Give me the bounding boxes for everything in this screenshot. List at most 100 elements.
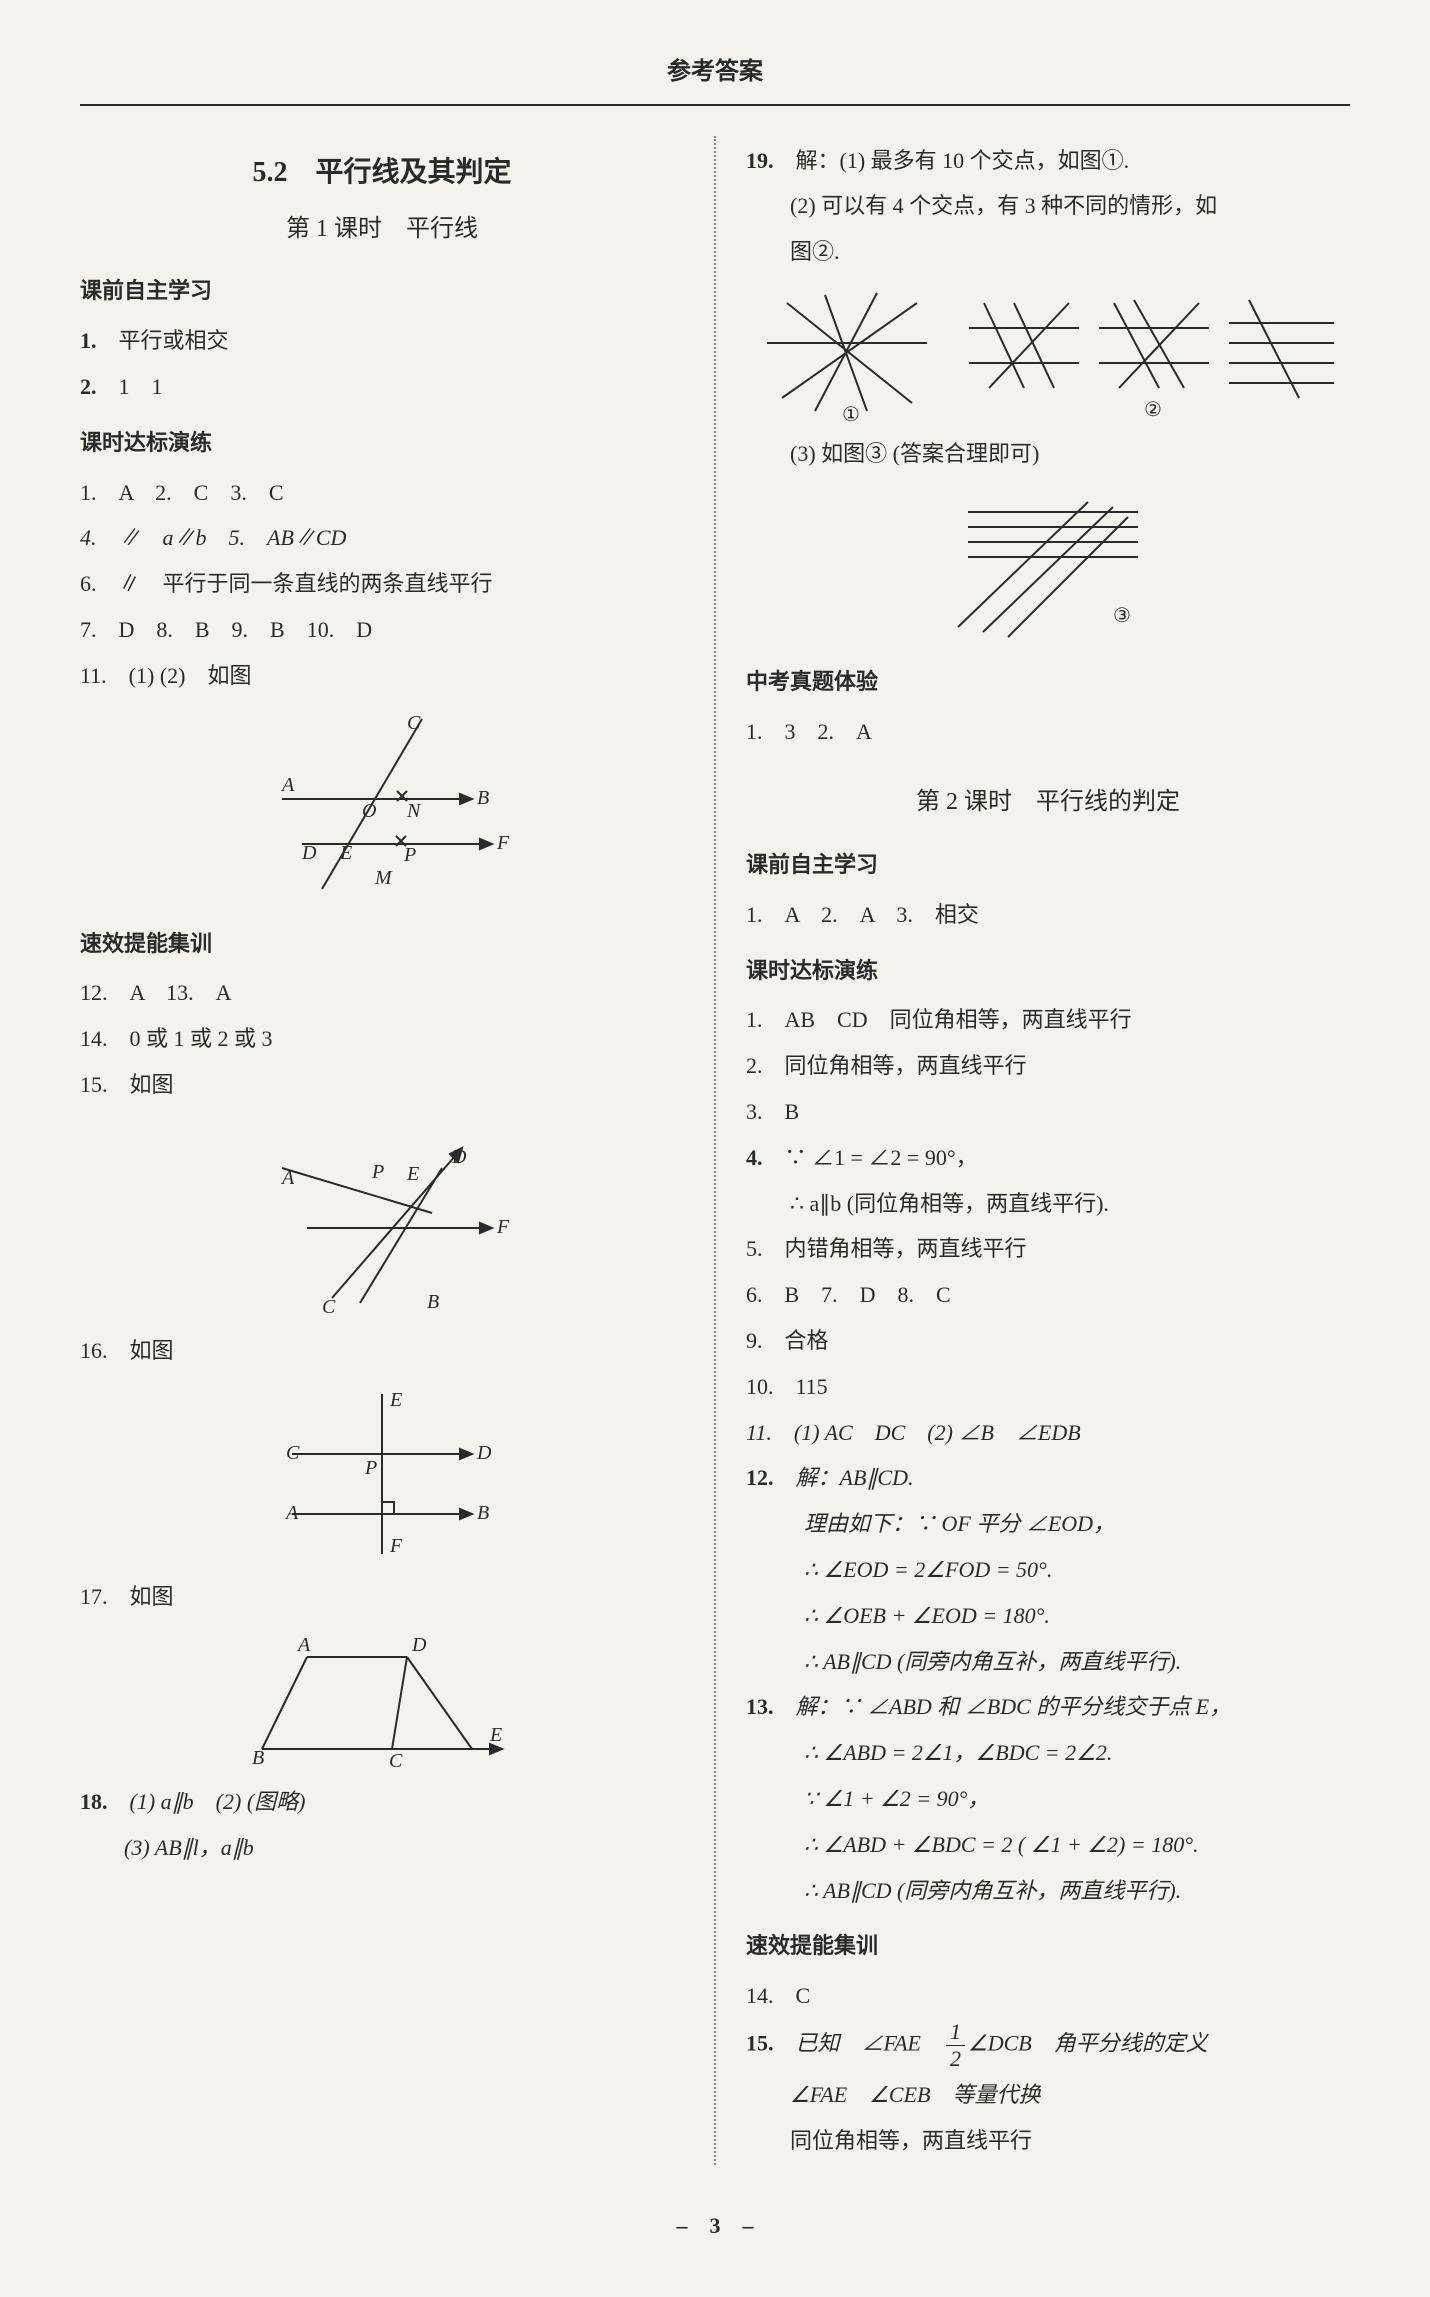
right-column: 19. 解：(1) 最多有 10 个交点，如图①. (2) 可以有 4 个交点，…	[746, 136, 1350, 2166]
svg-text:P: P	[364, 1457, 377, 1479]
answer-line: 7. D 8. B 9. B 10. D	[80, 609, 684, 651]
answer-line: 16. 如图	[80, 1330, 684, 1372]
answer-line: 13. 解：∵ ∠ABD 和 ∠BDC 的平分线交于点 E，	[746, 1686, 1350, 1728]
svg-text:F: F	[496, 1216, 510, 1238]
diagram-q19-12: ① ②	[746, 283, 1350, 423]
svg-text:B: B	[427, 1291, 439, 1313]
answer-line: 19. 解：(1) 最多有 10 个交点，如图①.	[746, 140, 1350, 182]
answer-line: 17. 如图	[80, 1576, 684, 1618]
diagram-q16: E CD P AB F	[80, 1384, 684, 1564]
answer-line: (2) 可以有 4 个交点，有 3 种不同的情形，如	[746, 185, 1350, 227]
svg-text:③: ③	[1113, 605, 1131, 627]
answer-line: 1. 3 2. A	[746, 711, 1350, 753]
answer-line: 10. 115	[746, 1366, 1350, 1408]
svg-text:C: C	[407, 712, 421, 734]
answer-text: 解：∵ ∠ABD 和 ∠BDC 的平分线交于点 E，	[796, 1694, 1232, 1719]
svg-text:A: A	[284, 1502, 299, 1524]
svg-text:F: F	[389, 1535, 403, 1557]
heading-speed-2: 速效提能集训	[746, 1925, 1350, 1967]
fraction: 12	[946, 2021, 965, 2070]
page-number: – 3 –	[80, 2205, 1350, 2247]
answer-text: ∵ ∠1 = ∠2 = 90°，	[785, 1145, 978, 1170]
q-num: 15.	[746, 2030, 774, 2055]
answer-text: 平行或相交	[119, 328, 229, 353]
svg-text:N: N	[406, 800, 422, 822]
diagram-q17: AD BC E	[80, 1629, 684, 1769]
answer-line: 4. ∥ a∥b 5. AB∥CD	[80, 517, 684, 559]
q-num: 12.	[746, 1465, 774, 1490]
answer-line: 12. 解：AB∥CD.	[746, 1457, 1350, 1499]
answer-line: ∴ AB∥CD (同旁内角互补，两直线平行).	[746, 1870, 1350, 1912]
answer-text: (1) a∥b (2) (图略)	[130, 1789, 306, 1814]
answer-line: ∵ ∠1 + ∠2 = 90°，	[746, 1778, 1350, 1820]
svg-text:A: A	[296, 1634, 311, 1656]
svg-text:A: A	[280, 774, 295, 796]
answer-line: 14. C	[746, 1975, 1350, 2017]
content-columns: 5.2 平行线及其判定 第 1 课时 平行线 课前自主学习 1. 平行或相交 2…	[80, 136, 1350, 2166]
heading-practice: 课时达标演练	[80, 422, 684, 464]
answer-line: 15. 如图	[80, 1064, 684, 1106]
answer-line: ∴ AB∥CD (同旁内角互补，两直线平行).	[746, 1641, 1350, 1683]
lesson-title-1: 第 1 课时 平行线	[80, 207, 684, 253]
svg-text:C: C	[389, 1750, 403, 1769]
column-divider	[714, 136, 716, 2166]
svg-text:B: B	[477, 787, 489, 809]
svg-text:P: P	[403, 844, 416, 866]
answer-line: 理由如下：∵ OF 平分 ∠EOD，	[746, 1503, 1350, 1545]
answer-line: 5. 内错角相等，两直线平行	[746, 1228, 1350, 1270]
answer-line: ∴ a∥b (同位角相等，两直线平行).	[746, 1183, 1350, 1225]
q-num: 13.	[746, 1694, 774, 1719]
answer-line: 6. B 7. D 8. C	[746, 1274, 1350, 1316]
diagram-q19-3: ③	[746, 487, 1350, 647]
answer-text: ∠DCB 角平分线的定义	[968, 2030, 1208, 2055]
answer-line: ∴ ∠OEB + ∠EOD = 180°.	[746, 1595, 1350, 1637]
answer-line: ∴ ∠ABD + ∠BDC = 2 ( ∠1 + ∠2) = 180°.	[746, 1824, 1350, 1866]
svg-text:D: D	[476, 1442, 492, 1464]
q-num: 4.	[746, 1145, 763, 1170]
frac-den: 2	[946, 2046, 965, 2070]
svg-text:①: ①	[842, 404, 860, 423]
svg-text:B: B	[477, 1502, 489, 1524]
svg-text:E: E	[406, 1163, 419, 1185]
answer-line: (3) 如图③ (答案合理即可)	[746, 433, 1350, 475]
answer-line: 1. AB CD 同位角相等，两直线平行	[746, 999, 1350, 1041]
svg-text:E: E	[489, 1724, 502, 1746]
answer-line: 11. (1) AC DC (2) ∠B ∠EDB	[746, 1412, 1350, 1454]
answer-line: 2. 同位角相等，两直线平行	[746, 1045, 1350, 1087]
answer-line: 4. ∵ ∠1 = ∠2 = 90°，	[746, 1137, 1350, 1179]
answer-line: 18. (1) a∥b (2) (图略)	[80, 1781, 684, 1823]
q-num: 18.	[80, 1789, 108, 1814]
answer-line: 14. 0 或 1 或 2 或 3	[80, 1018, 684, 1060]
svg-text:D: D	[451, 1146, 467, 1168]
answer-text: 解：(1) 最多有 10 个交点，如图①.	[796, 148, 1130, 173]
heading-exam: 中考真题体验	[746, 661, 1350, 703]
heading-prestudy: 课前自主学习	[80, 270, 684, 312]
answer-line: 1. A 2. A 3. 相交	[746, 894, 1350, 936]
answer-line: 6. ∥ 平行于同一条直线的两条直线平行	[80, 563, 684, 605]
q-num: 19.	[746, 148, 774, 173]
section-title: 5.2 平行线及其判定	[80, 146, 684, 199]
heading-speed: 速效提能集训	[80, 923, 684, 965]
svg-text:O: O	[362, 800, 376, 822]
svg-text:C: C	[322, 1296, 336, 1318]
answer-line: 图②.	[746, 231, 1350, 273]
frac-num: 1	[946, 2021, 965, 2046]
svg-text:E: E	[389, 1389, 402, 1411]
answer-line: 2. 1 1	[80, 366, 684, 408]
answer-line: ∴ ∠EOD = 2∠FOD = 50°.	[746, 1549, 1350, 1591]
svg-text:F: F	[496, 832, 510, 854]
svg-text:M: M	[374, 867, 393, 889]
svg-text:②: ②	[1144, 399, 1162, 418]
answer-line: 1. 平行或相交	[80, 320, 684, 362]
answer-line: 15. 已知 ∠FAE 12∠DCB 角平分线的定义	[746, 2021, 1350, 2070]
answer-line: 11. (1) (2) 如图	[80, 655, 684, 697]
svg-text:A: A	[280, 1167, 295, 1189]
answer-text: 1 1	[119, 374, 163, 399]
answer-text: 已知 ∠FAE	[796, 2030, 943, 2055]
answer-line: (3) AB∥l，a∥b	[80, 1827, 684, 1869]
svg-text:D: D	[301, 842, 317, 864]
heading-practice-2: 课时达标演练	[746, 950, 1350, 992]
answer-text: 解：AB∥CD.	[796, 1465, 914, 1490]
q-num: 2.	[80, 374, 97, 399]
left-column: 5.2 平行线及其判定 第 1 课时 平行线 课前自主学习 1. 平行或相交 2…	[80, 136, 684, 2166]
